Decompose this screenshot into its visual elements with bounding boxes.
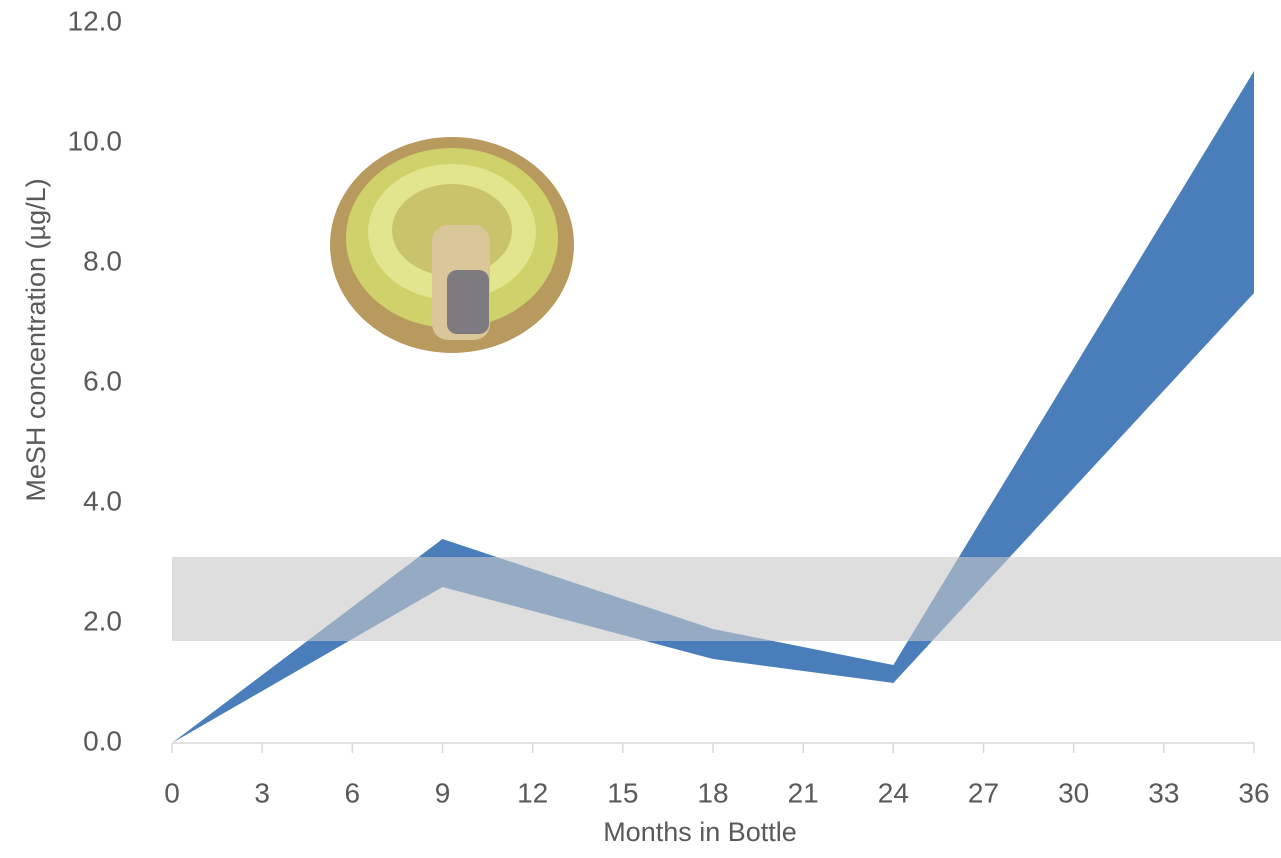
x-tick-label: 12 xyxy=(517,777,548,808)
x-tick-label: 24 xyxy=(878,777,909,808)
x-tick-label: 15 xyxy=(607,777,638,808)
y-tick-label: 8.0 xyxy=(83,245,122,276)
x-tick-label: 9 xyxy=(435,777,451,808)
range-area xyxy=(172,71,1254,743)
x-tick-label: 33 xyxy=(1148,777,1179,808)
y-tick-label: 12.0 xyxy=(68,5,123,36)
y-tick-label: 4.0 xyxy=(83,485,122,516)
x-tick-label: 0 xyxy=(164,777,180,808)
x-tick-label: 6 xyxy=(345,777,361,808)
y-axis-title: MeSH concentration (µg/L) xyxy=(21,178,51,501)
oyster-illustration xyxy=(330,137,574,353)
x-tick-label: 27 xyxy=(968,777,999,808)
x-tick-label: 18 xyxy=(697,777,728,808)
x-tick-label: 30 xyxy=(1058,777,1089,808)
y-tick-label: 2.0 xyxy=(83,605,122,636)
y-tick-label: 0.0 xyxy=(83,725,122,756)
y-tick-label: 6.0 xyxy=(83,365,122,396)
reference-band xyxy=(172,557,1281,641)
y-tick-label: 10.0 xyxy=(68,125,123,156)
x-tick-label: 36 xyxy=(1238,777,1269,808)
x-tick-label: 3 xyxy=(254,777,270,808)
x-axis-title: Months in Bottle xyxy=(603,817,797,847)
x-tick-label: 21 xyxy=(788,777,819,808)
